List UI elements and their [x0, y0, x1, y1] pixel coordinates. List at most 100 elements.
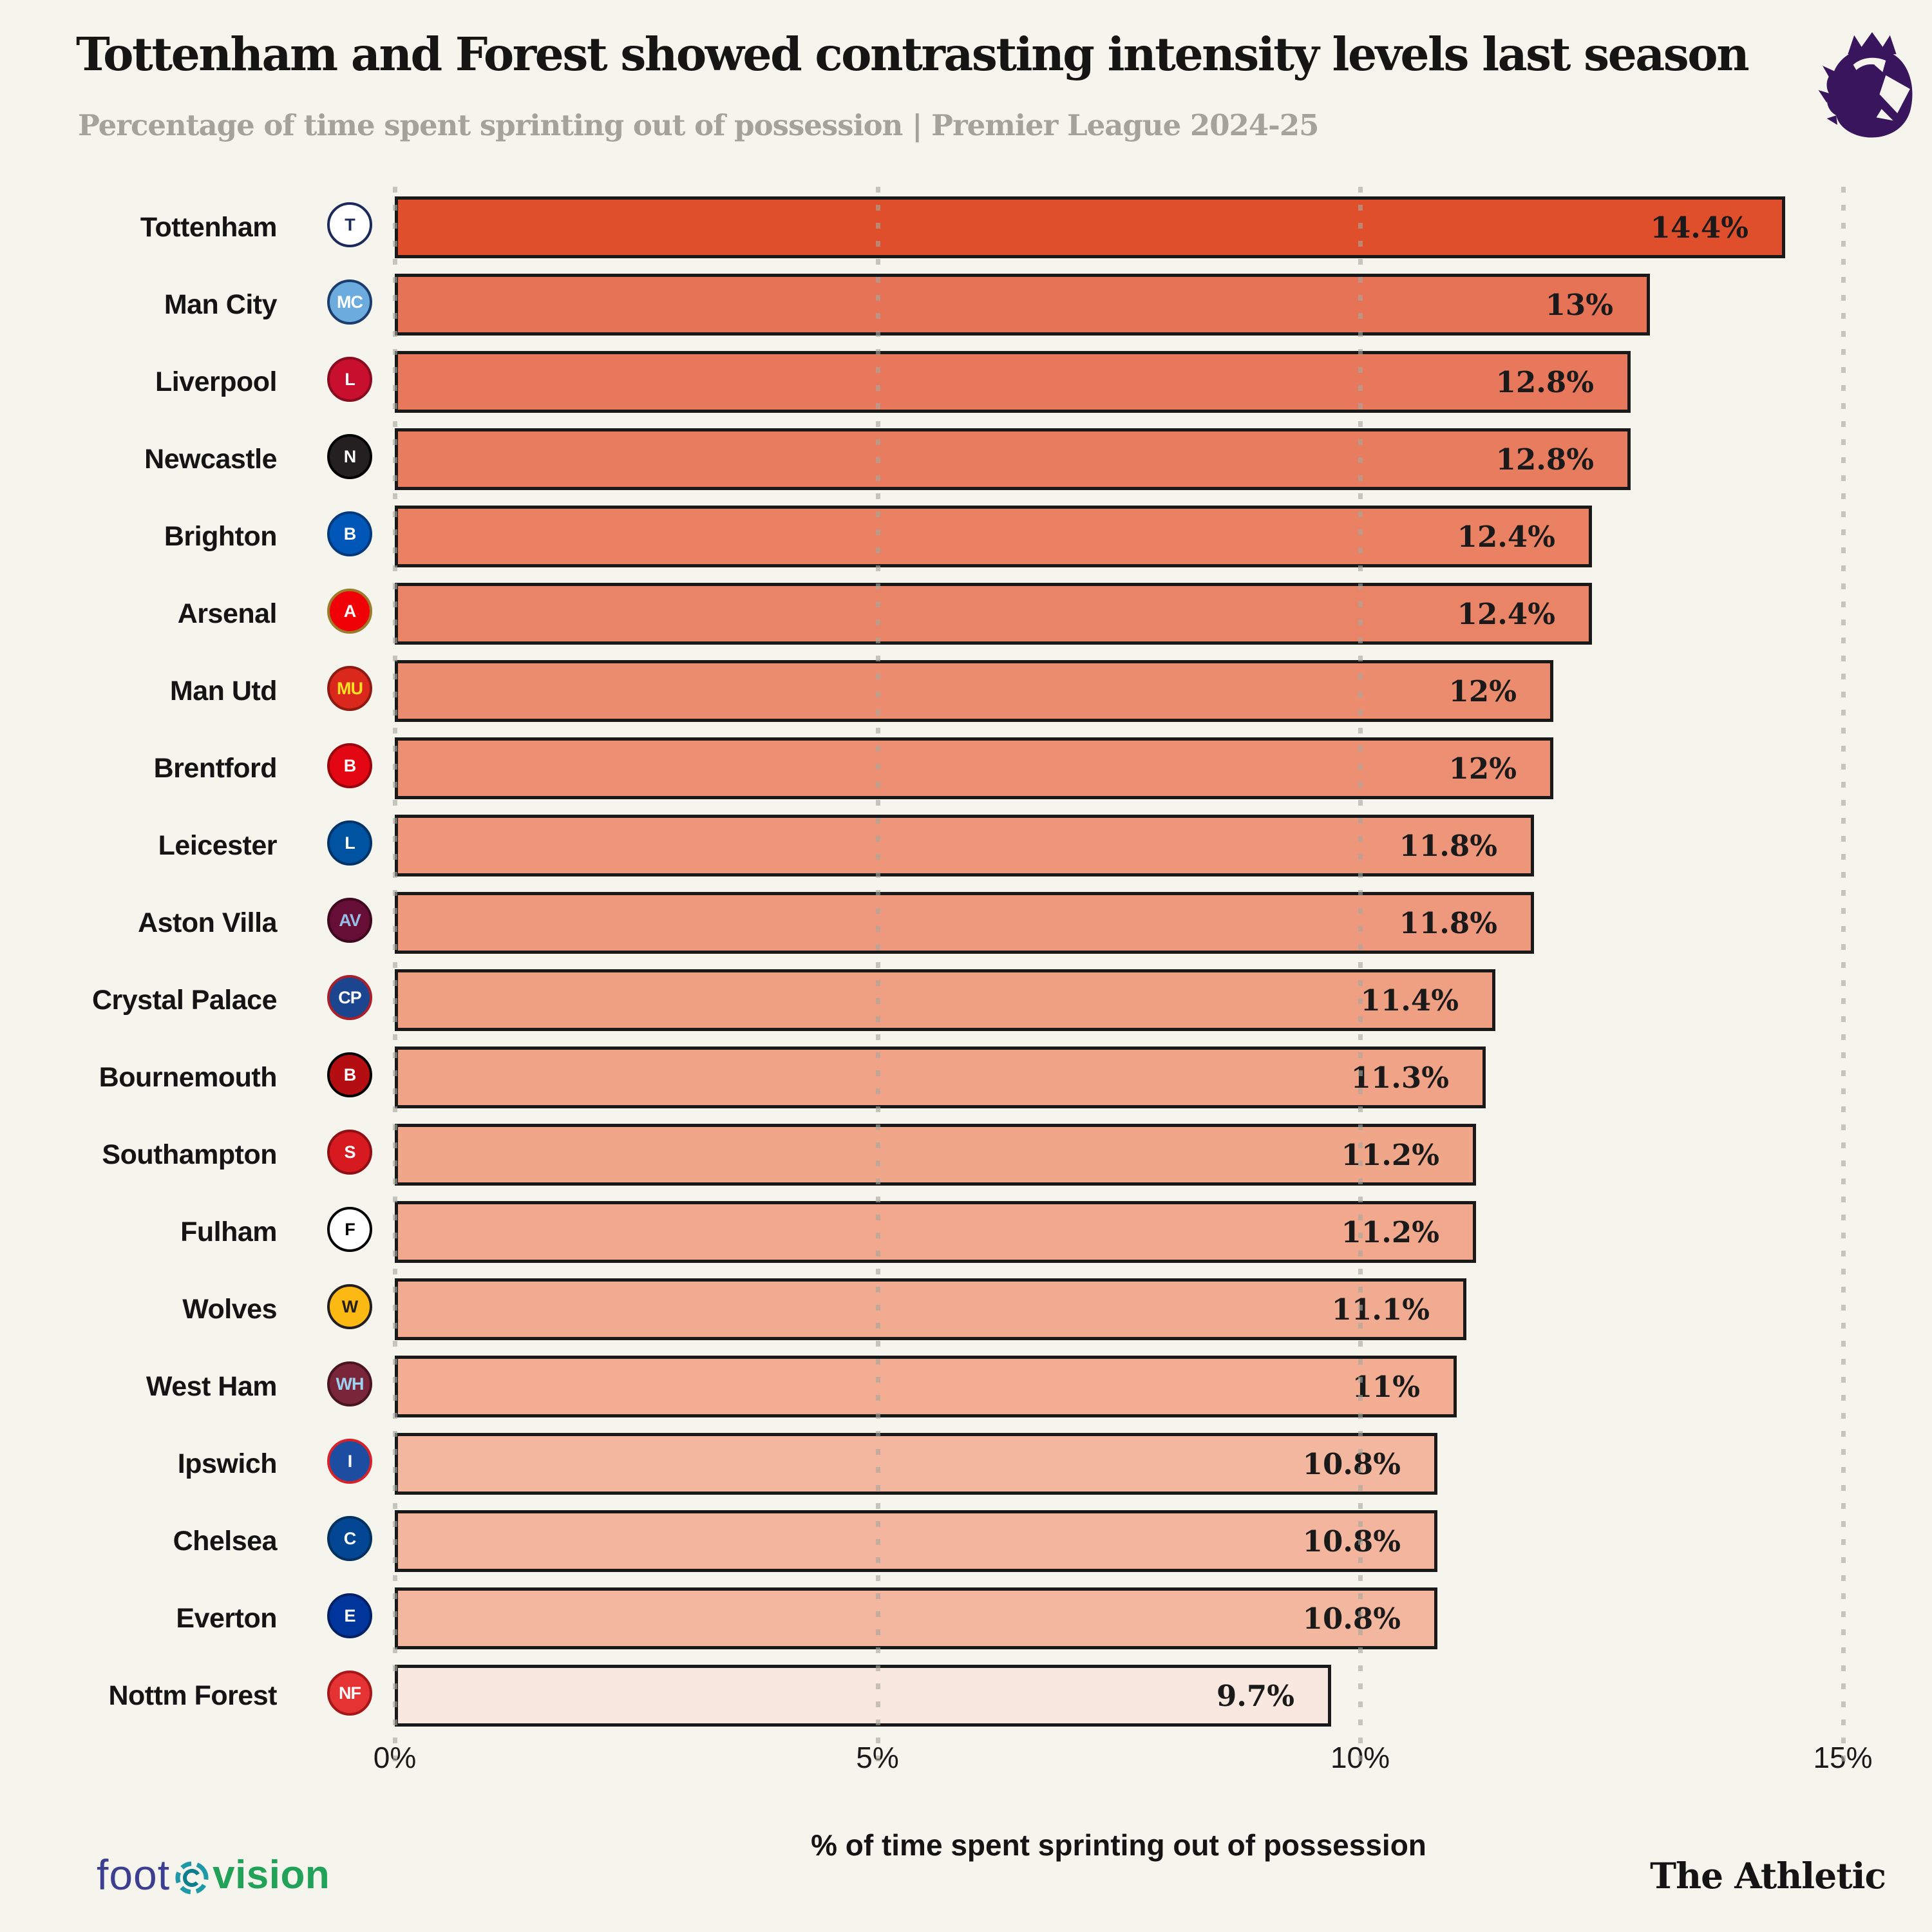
- club-badge-icon-aston-villa: AV: [327, 898, 372, 943]
- bar-value-label: 11.2%: [1341, 1215, 1439, 1249]
- gridline-0%: [393, 187, 397, 1768]
- chart-row-west-ham: West Ham WH 11%: [0, 1348, 1932, 1425]
- bar-value-label: 12%: [1448, 674, 1517, 708]
- club-badge-icon-bournemouth: B: [327, 1052, 372, 1097]
- team-label: Liverpool: [155, 366, 278, 397]
- bar-tottenham: 14.4%: [395, 196, 1785, 258]
- club-badge-icon-man-utd: MU: [327, 666, 372, 711]
- club-badge-icon-man-city: MC: [327, 279, 372, 325]
- chart-row-brentford: Brentford B 12%: [0, 730, 1932, 807]
- bar-man-utd: 12%: [395, 660, 1553, 722]
- team-label: Nottm Forest: [108, 1680, 277, 1711]
- chart-subtitle: Percentage of time spent sprinting out o…: [78, 108, 1319, 142]
- bar-chelsea: 10.8%: [395, 1510, 1437, 1572]
- bar-wolves: 11.1%: [395, 1278, 1466, 1340]
- chart-row-arsenal: Arsenal A 12.4%: [0, 575, 1932, 652]
- footovision-aperture-icon: [175, 1861, 209, 1895]
- bar-value-label: 12.8%: [1495, 365, 1594, 399]
- club-badge-icon-southampton: S: [327, 1130, 372, 1175]
- bar-value-label: 12%: [1448, 751, 1517, 786]
- chart-row-southampton: Southampton S 11.2%: [0, 1116, 1932, 1193]
- bar-value-label: 10.8%: [1302, 1446, 1401, 1481]
- footovision-logo: foot vision: [97, 1850, 330, 1899]
- bar-nottm-forest: 9.7%: [395, 1665, 1331, 1727]
- chart-row-everton: Everton E 10.8%: [0, 1580, 1932, 1657]
- chart-row-newcastle: Newcastle N 12.8%: [0, 421, 1932, 498]
- club-badge-icon-leicester: L: [327, 820, 372, 866]
- team-label: Aston Villa: [138, 907, 277, 938]
- gridline-15%: [1841, 187, 1846, 1768]
- team-label: Wolves: [182, 1293, 277, 1325]
- bar-everton: 10.8%: [395, 1587, 1437, 1649]
- bar-southampton: 11.2%: [395, 1124, 1476, 1186]
- chart-row-bournemouth: Bournemouth B 11.3%: [0, 1039, 1932, 1116]
- club-badge-icon-chelsea: C: [327, 1516, 372, 1561]
- team-label: Ipswich: [177, 1448, 278, 1479]
- bar-value-label: 10.8%: [1302, 1601, 1401, 1636]
- team-label: Man City: [164, 289, 278, 320]
- chart-row-leicester: Leicester L 11.8%: [0, 807, 1932, 884]
- bar-bournemouth: 11.3%: [395, 1046, 1486, 1108]
- chart-row-fulham: Fulham F 11.2%: [0, 1193, 1932, 1271]
- bar-value-label: 10.8%: [1302, 1524, 1401, 1558]
- footovision-logo-foot: foot: [97, 1851, 171, 1899]
- team-label: Leicester: [158, 829, 278, 861]
- bar-ipswich: 10.8%: [395, 1433, 1437, 1495]
- chart-row-crystal-palace: Crystal Palace CP 11.4%: [0, 961, 1932, 1039]
- chart-row-ipswich: Ipswich I 10.8%: [0, 1425, 1932, 1502]
- bar-value-label: 12.8%: [1495, 442, 1594, 477]
- team-label: Arsenal: [177, 598, 278, 629]
- club-badge-icon-wolves: W: [327, 1284, 372, 1329]
- bar-newcastle: 12.8%: [395, 428, 1631, 490]
- club-badge-icon-west-ham: WH: [327, 1361, 372, 1406]
- premier-league-lion-logo: [1818, 32, 1913, 138]
- team-label: Chelsea: [173, 1525, 278, 1557]
- chart-row-aston-villa: Aston Villa AV 11.8%: [0, 884, 1932, 961]
- gridline-5%: [875, 187, 880, 1768]
- bar-man-city: 13%: [395, 274, 1650, 336]
- the-athletic-logo: The Athletic: [1650, 1855, 1886, 1897]
- bar-liverpool: 12.8%: [395, 351, 1631, 413]
- gridline-10%: [1358, 187, 1363, 1768]
- team-label: Bournemouth: [99, 1061, 278, 1093]
- bar-value-label: 11.8%: [1399, 828, 1497, 863]
- chart-row-man-city: Man City MC 13%: [0, 266, 1932, 343]
- x-axis-title: % of time spent sprinting out of possess…: [811, 1828, 1426, 1862]
- bar-value-label: 13%: [1545, 287, 1613, 322]
- bar-aston-villa: 11.8%: [395, 892, 1534, 954]
- team-label: Newcastle: [144, 443, 277, 475]
- chart-row-brighton: Brighton B 12.4%: [0, 498, 1932, 575]
- team-label: Everton: [176, 1602, 277, 1634]
- chart-row-man-utd: Man Utd MU 12%: [0, 652, 1932, 730]
- chart-row-wolves: Wolves W 11.1%: [0, 1271, 1932, 1348]
- footovision-logo-vision: vision: [213, 1852, 330, 1897]
- bar-value-label: 11%: [1352, 1369, 1420, 1404]
- bar-value-label: 11.1%: [1331, 1292, 1430, 1327]
- chart-row-tottenham: Tottenham T 14.4%: [0, 189, 1932, 266]
- team-label: Man Utd: [169, 675, 278, 706]
- club-badge-icon-crystal-palace: CP: [327, 975, 372, 1020]
- bar-value-label: 12.4%: [1457, 596, 1555, 631]
- club-badge-icon-liverpool: L: [327, 357, 372, 402]
- club-badge-icon-arsenal: A: [327, 589, 372, 634]
- bar-arsenal: 12.4%: [395, 583, 1592, 645]
- bar-fulham: 11.2%: [395, 1201, 1476, 1263]
- bar-value-label: 11.4%: [1360, 983, 1459, 1018]
- club-badge-icon-brighton: B: [327, 511, 372, 556]
- club-badge-icon-brentford: B: [327, 743, 372, 788]
- chart-row-liverpool: Liverpool L 12.8%: [0, 343, 1932, 421]
- chart-row-nottm-forest: Nottm Forest NF 9.7%: [0, 1657, 1932, 1734]
- club-badge-icon-ipswich: I: [327, 1439, 372, 1484]
- team-label: Brighton: [164, 520, 278, 552]
- team-label: Crystal Palace: [91, 984, 278, 1016]
- team-label: Fulham: [180, 1216, 277, 1247]
- team-label: Brentford: [153, 752, 278, 784]
- club-badge-icon-everton: E: [327, 1593, 372, 1638]
- bar-crystal-palace: 11.4%: [395, 969, 1495, 1031]
- bar-brighton: 12.4%: [395, 506, 1592, 567]
- team-label: West Ham: [146, 1370, 278, 1402]
- bar-brentford: 12%: [395, 737, 1553, 799]
- bar-value-label: 11.8%: [1399, 905, 1497, 940]
- club-badge-icon-fulham: F: [327, 1207, 372, 1252]
